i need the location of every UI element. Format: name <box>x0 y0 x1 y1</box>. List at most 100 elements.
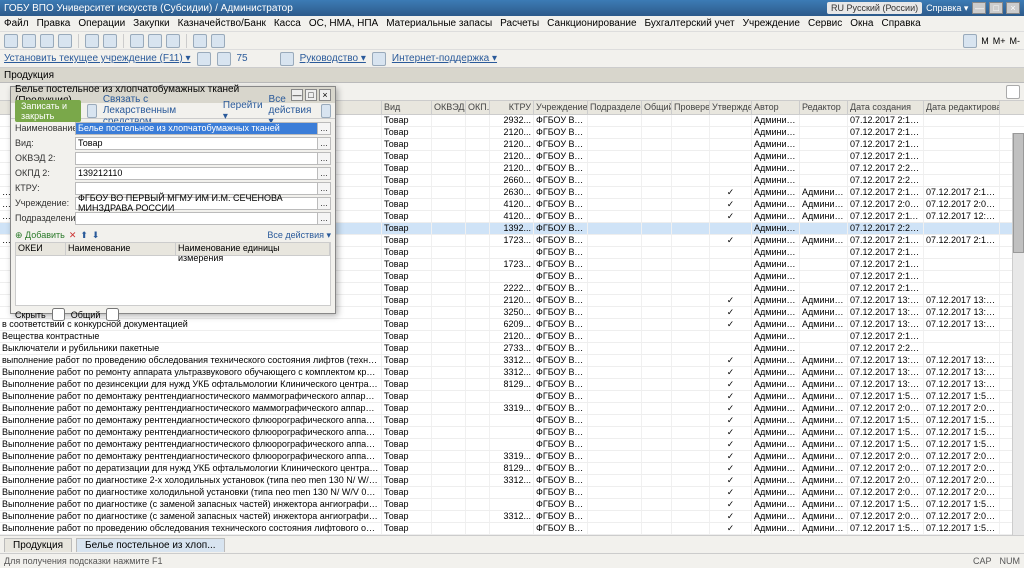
close-button[interactable]: × <box>1006 2 1020 14</box>
okved-lookup[interactable]: … <box>318 152 331 165</box>
table-row[interactable]: выполнение работ по проведению обследова… <box>0 355 1024 367</box>
table-row[interactable]: Выполнение работ по ремонту аппарата уль… <box>0 367 1024 379</box>
add-button[interactable]: ⊕ Добавить <box>15 230 65 241</box>
minimize-button[interactable]: — <box>972 2 986 14</box>
set-current-link[interactable]: Установить текущее учреждение (F11) ▾ <box>4 53 191 64</box>
tb-icon-8[interactable] <box>148 34 162 48</box>
table-row[interactable]: Выполнение работ по демонтажу рентгендиа… <box>0 391 1024 403</box>
table-row[interactable]: Выполнение работ по диагностике холодиль… <box>0 487 1024 499</box>
bottom-tab-list[interactable]: Продукция <box>4 538 72 552</box>
tb-icon-10[interactable] <box>193 34 207 48</box>
grid-col-1[interactable]: ОКВЭД 2 <box>432 101 466 114</box>
table-row[interactable]: Выполнение работ по демонтажу рентгендиа… <box>0 439 1024 451</box>
grid-col-0[interactable]: Вид <box>382 101 432 114</box>
uchr-lookup[interactable]: … <box>318 197 331 210</box>
tb-icon-9[interactable] <box>166 34 180 48</box>
okpd-lookup[interactable]: … <box>318 167 331 180</box>
menu-item-8[interactable]: Расчеты <box>500 18 539 29</box>
filter-icon[interactable] <box>1006 85 1020 99</box>
grid-col-11[interactable]: Дата создания <box>848 101 924 114</box>
grid-col-9[interactable]: Автор <box>752 101 800 114</box>
tb-icon-7[interactable] <box>130 34 144 48</box>
menu-item-2[interactable]: Операции <box>78 18 125 29</box>
form-close[interactable]: × <box>319 89 331 101</box>
menu-item-5[interactable]: Касса <box>274 18 301 29</box>
scrollbar-v[interactable] <box>1012 133 1024 535</box>
mini-down[interactable]: ⬇ <box>92 230 100 241</box>
hidden-checkbox[interactable] <box>52 308 65 321</box>
table-row[interactable]: Выполнение работ по демонтажу рентгендиа… <box>0 415 1024 427</box>
menu-item-1[interactable]: Правка <box>37 18 71 29</box>
form-icon-1[interactable] <box>87 104 97 118</box>
table-row[interactable]: Выполнение работ по демонтажу рентгендиа… <box>0 403 1024 415</box>
tb-icon-1[interactable] <box>4 34 18 48</box>
tb-icon-3[interactable] <box>40 34 54 48</box>
tb-icon-m1[interactable] <box>963 34 977 48</box>
tb-icon-11[interactable] <box>211 34 225 48</box>
grid-col-7[interactable]: Проверен <box>672 101 710 114</box>
table-row[interactable]: Выполнение работ по диагностике 2-х холо… <box>0 475 1024 487</box>
table-row[interactable]: Выполнение работ по диагностике (с замен… <box>0 499 1024 511</box>
menu-item-10[interactable]: Бухгалтерский учет <box>645 18 735 29</box>
menu-item-13[interactable]: Окна <box>850 18 873 29</box>
menu-item-0[interactable]: Файл <box>4 18 29 29</box>
menu-item-12[interactable]: Сервис <box>808 18 842 29</box>
grid-col-5[interactable]: Подразделение <box>588 101 642 114</box>
podr-input[interactable] <box>75 212 318 225</box>
save-close-button[interactable]: Записать и закрыть <box>15 100 81 122</box>
menu-item-9[interactable]: Санкционирование <box>547 18 636 29</box>
menu-item-11[interactable]: Учреждение <box>743 18 800 29</box>
okved-input[interactable] <box>75 152 318 165</box>
mini-actions[interactable]: Все действия ▾ <box>267 230 331 241</box>
guide-icon[interactable] <box>280 52 294 66</box>
table-row[interactable]: Выполнение работ по проведению обследова… <box>0 523 1024 535</box>
tb-icon-2[interactable] <box>22 34 36 48</box>
grid-col-4[interactable]: Учреждение <box>534 101 588 114</box>
tb-icon-5[interactable] <box>85 34 99 48</box>
menu-item-6[interactable]: ОС, НМА, НПА <box>309 18 378 29</box>
name-lookup[interactable]: … <box>318 122 331 135</box>
bottom-tab-item[interactable]: Белье постельное из хлоп... <box>76 538 225 552</box>
lang-selector[interactable]: RU Русский (России) <box>827 2 922 14</box>
name-input[interactable]: Белье постельное из хлопчатобумажных тка… <box>75 122 318 135</box>
zoom-icon[interactable] <box>217 52 231 66</box>
okpd-input[interactable]: 139212110 <box>75 167 318 180</box>
mini-del[interactable]: ✕ <box>69 230 77 241</box>
uchr-input[interactable]: ФГБОУ ВО ПЕРВЫЙ МГМУ ИМ И.М. СЕЧЕНОВА МИ… <box>75 197 318 210</box>
table-row[interactable]: Выполнение работ по дератизации для нужд… <box>0 463 1024 475</box>
table-row[interactable]: Выполнение работ по демонтажу рентгендиа… <box>0 427 1024 439</box>
guide-link[interactable]: Руководство ▾ <box>300 53 366 64</box>
form-help-icon[interactable] <box>321 104 331 118</box>
vid-input[interactable]: Товар <box>75 137 318 150</box>
menu-item-4[interactable]: Казначейство/Банк <box>178 18 266 29</box>
common-checkbox[interactable] <box>106 308 119 321</box>
table-row[interactable]: Выполнение работ по демонтажу рентгендиа… <box>0 451 1024 463</box>
menu-item-7[interactable]: Материальные запасы <box>386 18 492 29</box>
podr-lookup[interactable]: … <box>318 212 331 225</box>
mini-up[interactable]: ⬆ <box>80 230 88 241</box>
tb-icon-4[interactable] <box>58 34 72 48</box>
table-row[interactable]: Выполнение работ по диагностике (с замен… <box>0 511 1024 523</box>
grid-col-12[interactable]: Дата редактирования <box>924 101 1000 114</box>
maximize-button[interactable]: □ <box>989 2 1003 14</box>
help-dropdown[interactable]: Справка ▾ <box>926 3 968 14</box>
grid-col-10[interactable]: Редактор <box>800 101 848 114</box>
units-grid[interactable]: ОКЕИ Наименование Наименование единицы и… <box>15 242 331 306</box>
menu-item-3[interactable]: Закупки <box>133 18 169 29</box>
table-row[interactable]: Выполнение работ по дезинсекции для нужд… <box>0 379 1024 391</box>
grid-col-8[interactable]: Утвержден <box>710 101 752 114</box>
table-row[interactable]: Выключатели и рубильники пакетныеТовар27… <box>0 343 1024 355</box>
grid-col-6[interactable]: Общий <box>642 101 672 114</box>
grid-col-3[interactable]: КТРУ <box>490 101 534 114</box>
tb-icon-6[interactable] <box>103 34 117 48</box>
globe-icon[interactable] <box>372 52 386 66</box>
zoom-value[interactable]: 75 <box>237 53 248 64</box>
print-icon[interactable] <box>197 52 211 66</box>
ktru-lookup[interactable]: … <box>318 182 331 195</box>
grid-col-2[interactable]: ОКП... <box>466 101 490 114</box>
vid-lookup[interactable]: … <box>318 137 331 150</box>
menu-item-14[interactable]: Справка <box>881 18 920 29</box>
link-goto[interactable]: Перейти ▾ <box>223 100 263 122</box>
table-row[interactable]: Вещества контрастныеТовар2120...ФГБОУ ВО… <box>0 331 1024 343</box>
inet-support-link[interactable]: Интернет-поддержка ▾ <box>392 53 497 64</box>
